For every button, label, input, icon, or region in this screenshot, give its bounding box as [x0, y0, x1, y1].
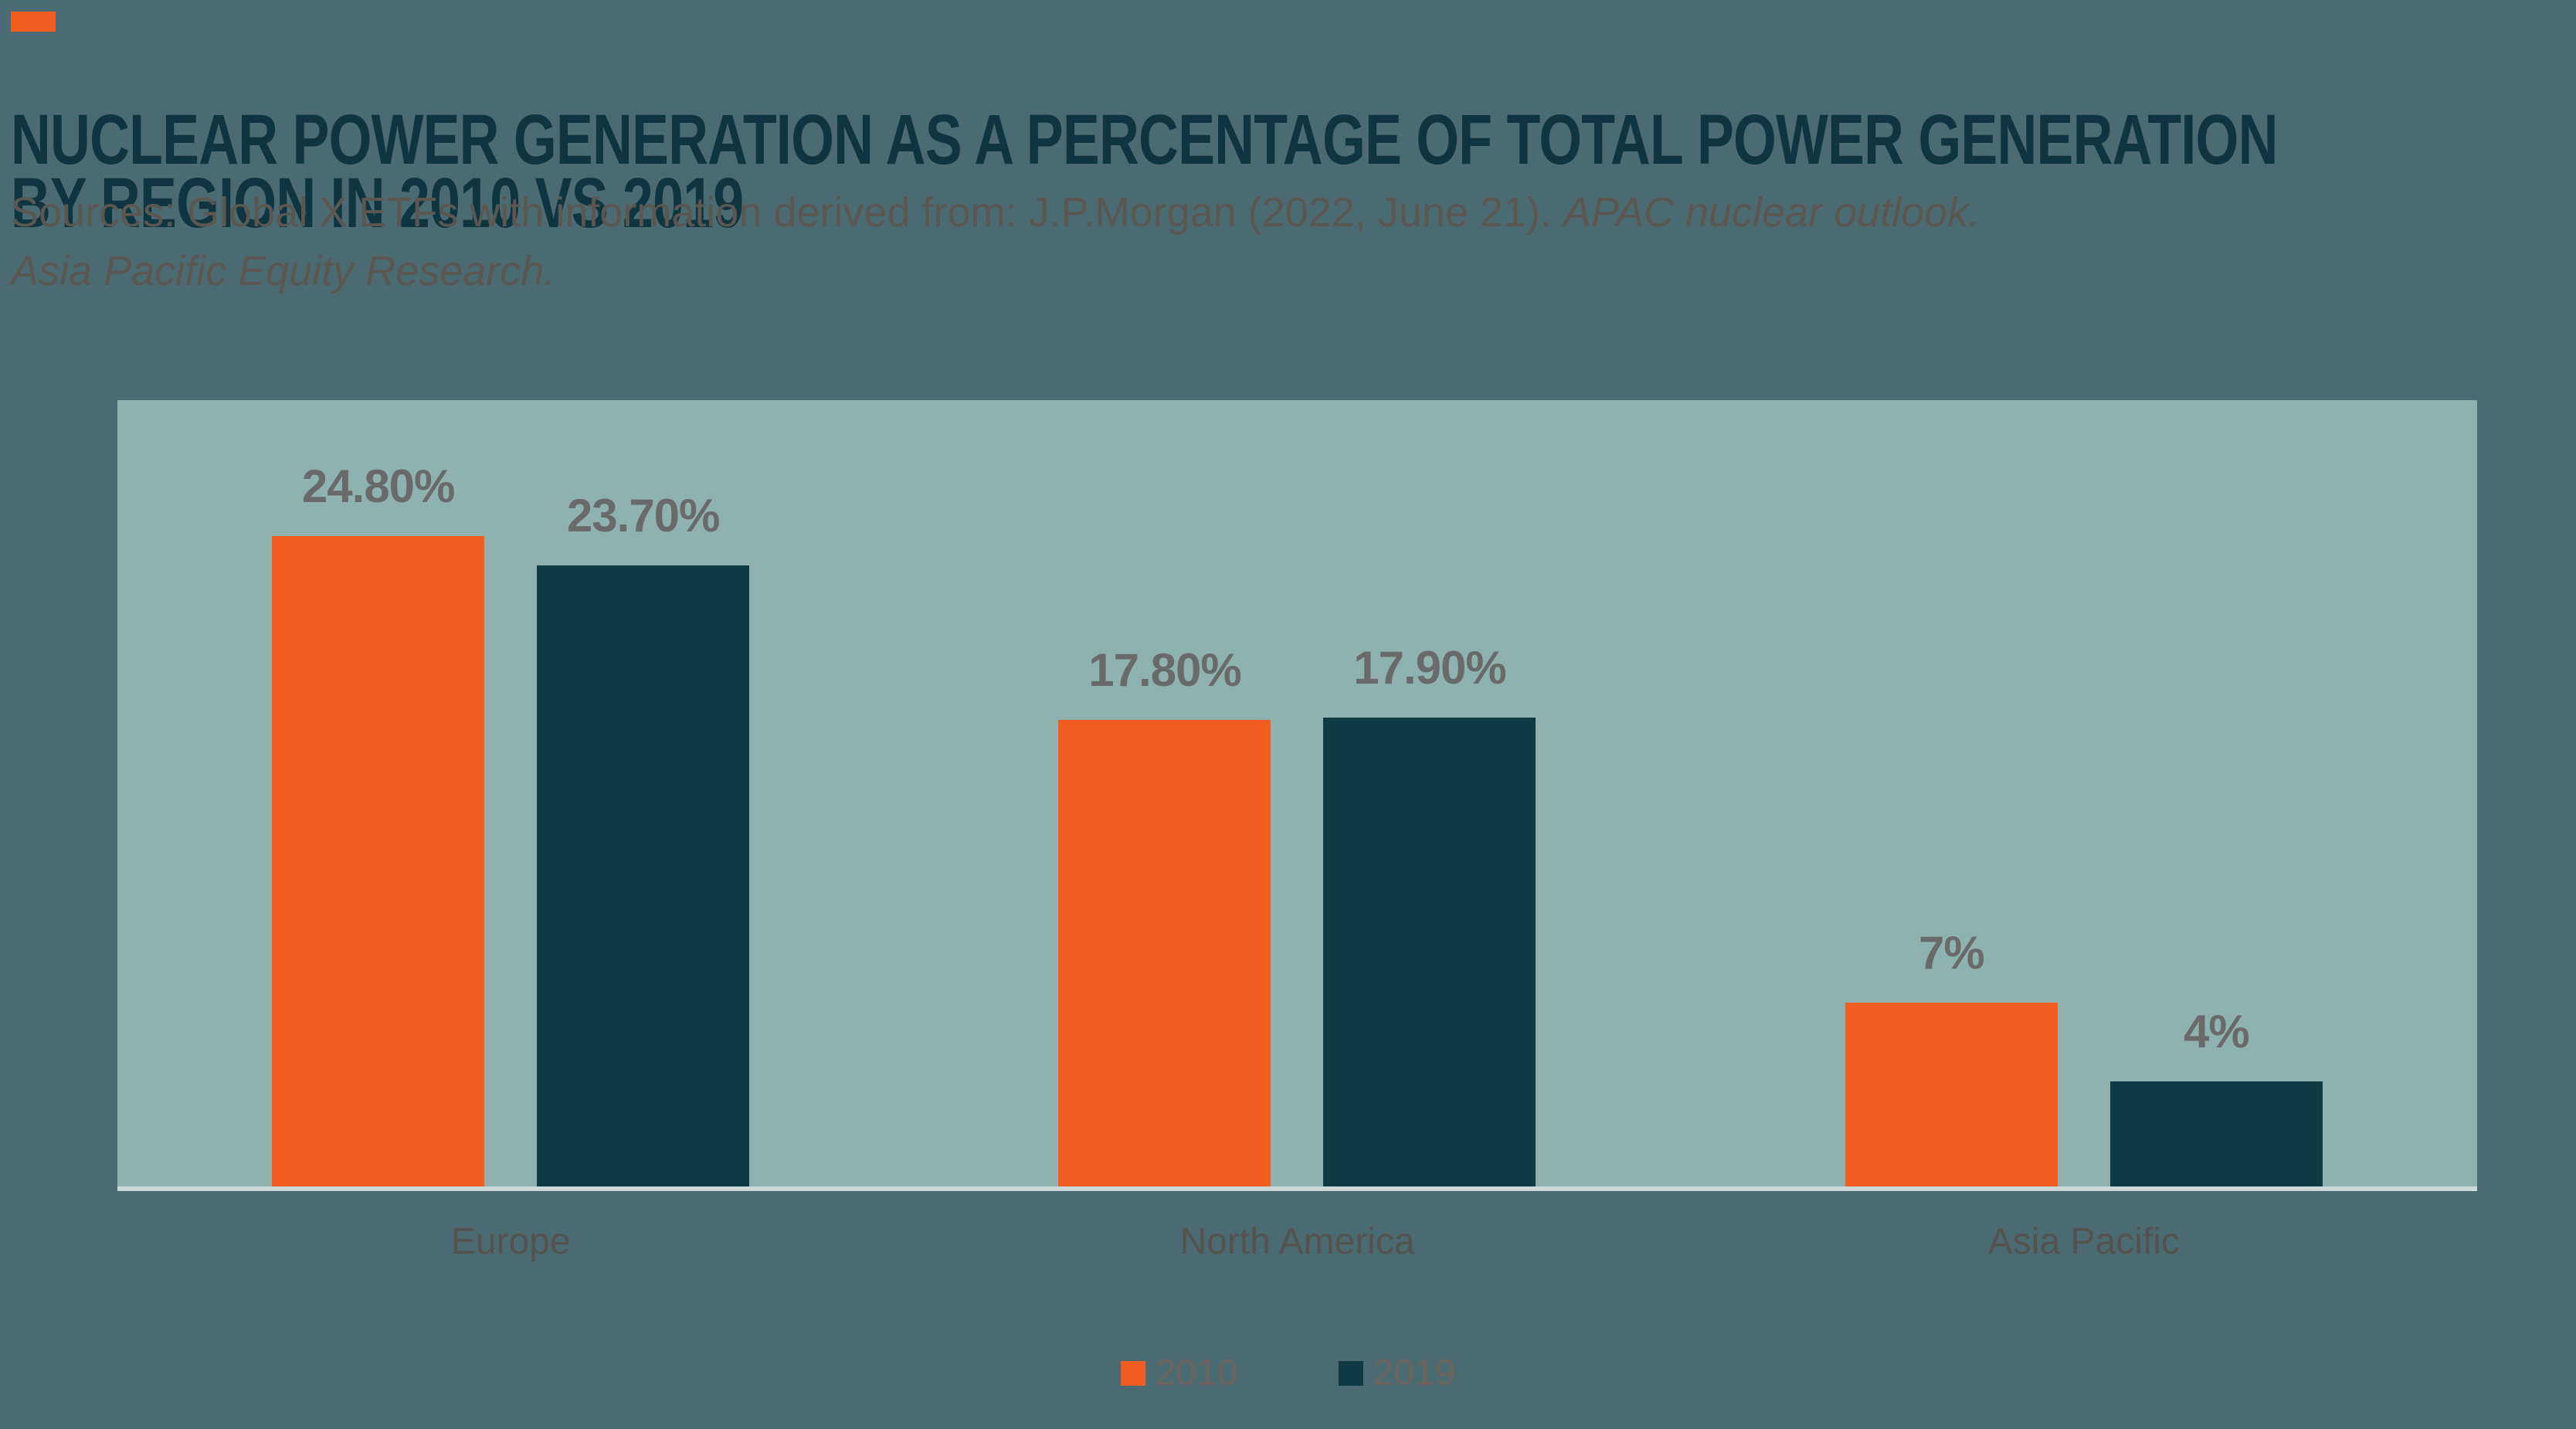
bar-column-2010-europe: 24.80% — [272, 400, 485, 1186]
title-line-1: NUCLEAR POWER GENERATION AS A PERCENTAGE… — [11, 100, 2278, 179]
bar-group-north-america: 17.80% 17.90% — [904, 400, 1690, 1186]
bar-value-label-2010-europe: 24.80% — [301, 460, 455, 513]
category-label-europe: Europe — [450, 1221, 571, 1262]
bar-2010-north-america — [1058, 720, 1271, 1186]
bar-2010-europe — [272, 536, 485, 1186]
source-note: Sources: Global X ETFs with information … — [11, 183, 1980, 300]
bar-value-label-2010-asia-pacific: 7% — [1918, 927, 1985, 979]
source-publication: APAC nuclear outlook. — [1563, 189, 1980, 236]
bar-column-2010-asia-pacific: 7% — [1845, 400, 2058, 1186]
brand-accent-square — [11, 12, 56, 32]
source-text: Sources: Global X ETFs with information … — [11, 189, 1563, 236]
bar-2019-north-america — [1323, 717, 1536, 1186]
bar-2019-asia-pacific — [2109, 1081, 2323, 1186]
bar-column-2019-europe: 23.70% — [537, 400, 750, 1186]
chart-legend: 2010 2019 — [0, 1353, 2576, 1393]
bar-pair-asia-pacific: 7% 4% — [1691, 400, 2477, 1186]
bar-pair-north-america: 17.80% 17.90% — [904, 400, 1690, 1186]
bar-groups: 24.80% 23.70% 17.80% 17.90% 7% 4% — [117, 400, 2477, 1186]
bar-2010-asia-pacific — [1845, 1003, 2058, 1186]
bar-value-label-2019-asia-pacific: 4% — [2183, 1006, 2250, 1058]
bar-value-label-2019-europe: 23.70% — [566, 489, 720, 541]
category-axis-labels: Europe North America Asia Pacific — [117, 1220, 2477, 1263]
bar-value-label-2019-north-america: 17.90% — [1353, 641, 1506, 694]
legend-swatch-2010 — [1120, 1361, 1145, 1386]
legend-item-2019: 2019 — [1338, 1353, 1456, 1393]
bar-column-2019-north-america: 17.90% — [1323, 400, 1536, 1186]
legend-label-2019: 2019 — [1373, 1353, 1456, 1393]
bar-group-asia-pacific: 7% 4% — [1691, 400, 2477, 1186]
legend-item-2010: 2010 — [1120, 1353, 1238, 1393]
bar-column-2019-asia-pacific: 4% — [2109, 400, 2323, 1186]
title-line-2: BY REGION IN 2010 VS 2019 — [11, 163, 744, 243]
category-label-asia-pacific: Asia Pacific — [1987, 1221, 2180, 1262]
bar-2019-europe — [537, 565, 750, 1186]
category-label-north-america: North America — [1179, 1221, 1415, 1262]
bar-group-europe: 24.80% 23.70% — [117, 400, 904, 1186]
legend-label-2010: 2010 — [1155, 1353, 1238, 1393]
chart-plot-area: 24.80% 23.70% 17.80% 17.90% 7% 4% — [117, 400, 2477, 1191]
bar-column-2010-north-america: 17.80% — [1058, 400, 1271, 1186]
bar-pair-europe: 24.80% 23.70% — [117, 400, 904, 1186]
source-publication-line2: Asia Pacific Equity Research. — [11, 248, 556, 294]
bar-value-label-2010-north-america: 17.80% — [1088, 644, 1241, 696]
legend-swatch-2019 — [1338, 1361, 1363, 1386]
page-title: NUCLEAR POWER GENERATION AS A PERCENTAGE… — [11, 104, 2278, 239]
